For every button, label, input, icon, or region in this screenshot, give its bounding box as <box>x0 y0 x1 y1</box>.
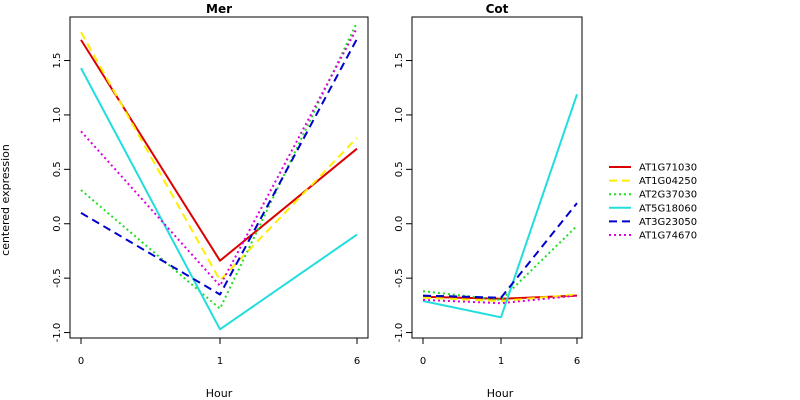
panel-cot: Cot Hour -1.0 -0.5 0.0 0.5 1.0 1.5 0 1 6 <box>394 2 583 400</box>
legend-label-at3g23050: AT3G23050 <box>639 217 697 228</box>
series-group-cot <box>422 93 578 319</box>
y-tick-label-cot-5: 1.5 <box>394 53 405 69</box>
plot-frame-cot <box>411 16 583 339</box>
legend-label-at2g37030: AT2G37030 <box>639 190 697 201</box>
series-line-cot-at3g23050 <box>422 202 578 299</box>
y-tick-label-cot-4: 1.0 <box>394 107 405 123</box>
series-line-mer-at3g23050 <box>80 38 358 296</box>
legend-label-at1g71030: AT1G71030 <box>639 163 697 174</box>
series-line-mer-at1g74670 <box>80 27 358 287</box>
legend-label-at5g18060: AT5G18060 <box>639 203 697 214</box>
y-tick-label-mer-0: -1.0 <box>52 323 63 343</box>
y-ticks-mer: -1.0 -0.5 0.0 0.5 1.0 1.5 <box>52 53 70 343</box>
y-axis-title: centered expression <box>0 144 12 256</box>
y-tick-label-cot-0: -1.0 <box>394 323 405 343</box>
x-tick-label-cot-2: 6 <box>574 356 580 367</box>
series-line-mer-at1g71030 <box>80 39 358 262</box>
x-tick-label-mer-2: 6 <box>354 356 360 367</box>
x-ticks-cot: 0 1 6 <box>420 338 580 367</box>
x-axis-title-mer: Hour <box>206 387 233 400</box>
series-line-cot-at1g04250 <box>422 293 578 302</box>
series-line-mer-at1g04250 <box>80 31 358 282</box>
y-tick-label-cot-1: -0.5 <box>394 268 405 288</box>
y-tick-label-mer-3: 0.5 <box>52 161 63 177</box>
plot-frame-mer <box>69 16 369 339</box>
series-line-mer-at2g37030 <box>80 21 358 310</box>
panel-title-mer: Mer <box>206 2 232 16</box>
series-line-cot-at2g37030 <box>422 225 578 301</box>
y-tick-label-mer-2: 0.0 <box>52 216 63 232</box>
legend-label-at1g04250: AT1G04250 <box>639 176 697 187</box>
x-ticks-mer: 0 1 6 <box>78 338 360 367</box>
y-ticks-cot: -1.0 -0.5 0.0 0.5 1.0 1.5 <box>394 53 412 343</box>
y-tick-label-cot-3: 0.5 <box>394 161 405 177</box>
series-line-mer-at5g18060 <box>80 67 358 331</box>
panel-mer: Mer Hour -1.0 -0.5 0.0 0.5 1.0 1.5 0 1 6 <box>52 2 369 400</box>
series-line-cot-at1g71030 <box>422 294 578 300</box>
legend: AT1G71030 AT1G04250 AT2G37030 AT5G18060 AT3G… <box>609 163 697 242</box>
series-group-mer <box>80 21 358 331</box>
y-tick-label-mer-5: 1.5 <box>52 53 63 69</box>
x-tick-label-mer-1: 1 <box>217 356 223 367</box>
series-line-cot-at5g18060 <box>422 93 578 319</box>
x-axis-title-cot: Hour <box>487 387 514 400</box>
legend-label-at1g74670: AT1G74670 <box>639 231 697 242</box>
y-tick-label-cot-2: 0.0 <box>394 216 405 232</box>
y-tick-label-mer-4: 1.0 <box>52 107 63 123</box>
panel-title-cot: Cot <box>486 2 509 16</box>
x-tick-label-cot-0: 0 <box>420 356 426 367</box>
x-tick-label-mer-0: 0 <box>78 356 84 367</box>
x-tick-label-cot-1: 1 <box>498 356 504 367</box>
series-line-cot-at1g74670 <box>422 294 578 305</box>
y-tick-label-mer-1: -0.5 <box>52 268 63 288</box>
